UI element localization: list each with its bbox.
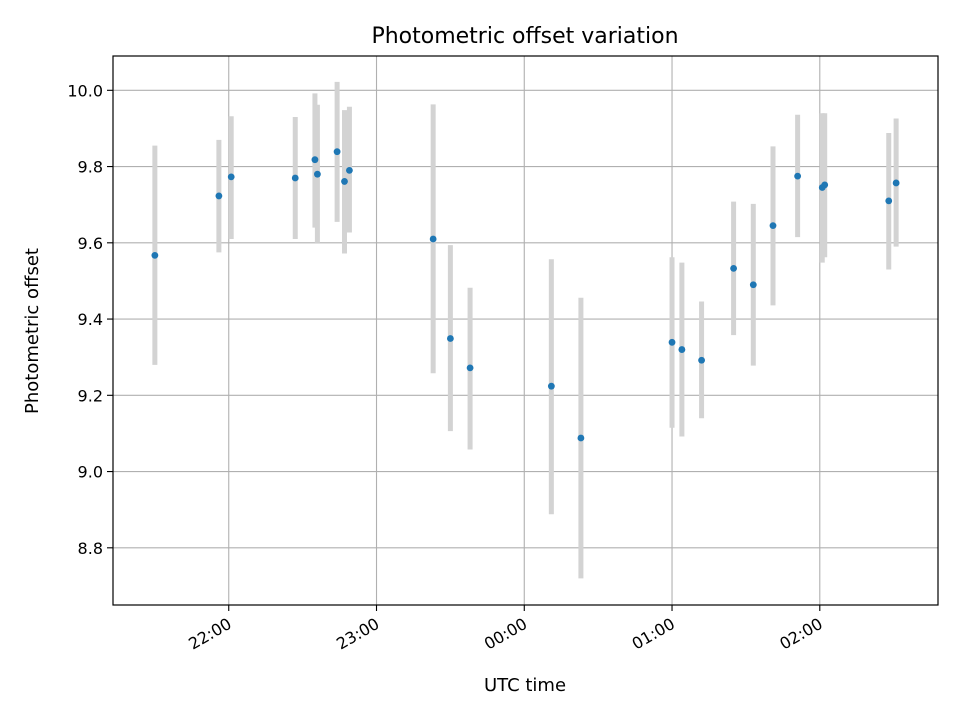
y-tick-label: 9.0 — [78, 463, 103, 482]
data-point — [346, 166, 353, 174]
data-point — [291, 174, 299, 182]
y-tick-label: 9.4 — [78, 310, 103, 329]
data-point — [749, 281, 757, 289]
data-point — [311, 156, 319, 164]
plot-frame — [112, 55, 939, 606]
data-point — [769, 222, 777, 230]
data-point — [151, 251, 159, 259]
data-point — [227, 173, 235, 181]
data-point — [678, 346, 686, 353]
y-tick-label: 9.2 — [78, 386, 103, 405]
data-point — [577, 434, 585, 442]
y-tick-label: 10.0 — [67, 81, 103, 100]
data-point — [429, 235, 437, 243]
data-point — [668, 338, 676, 346]
x-axis-label: UTC time — [484, 675, 566, 696]
data-point — [333, 148, 341, 156]
data-point — [892, 179, 900, 187]
data-point — [794, 172, 802, 180]
y-tick-label: 8.8 — [78, 539, 103, 558]
y-tick-label: 9.6 — [78, 234, 103, 253]
data-point — [821, 181, 829, 189]
data-point — [466, 364, 474, 372]
data-point — [446, 335, 454, 342]
data-point — [314, 170, 321, 178]
data-point — [341, 178, 348, 185]
chart-title: Photometric offset variation — [371, 24, 678, 49]
point-layer — [151, 148, 900, 442]
data-point — [885, 197, 893, 205]
data-point — [698, 356, 705, 364]
data-point — [730, 264, 737, 272]
y-axis-label: Photometric offset — [22, 248, 43, 414]
data-point — [547, 382, 555, 390]
data-point — [215, 192, 223, 200]
y-tick-label: 9.8 — [78, 158, 103, 177]
